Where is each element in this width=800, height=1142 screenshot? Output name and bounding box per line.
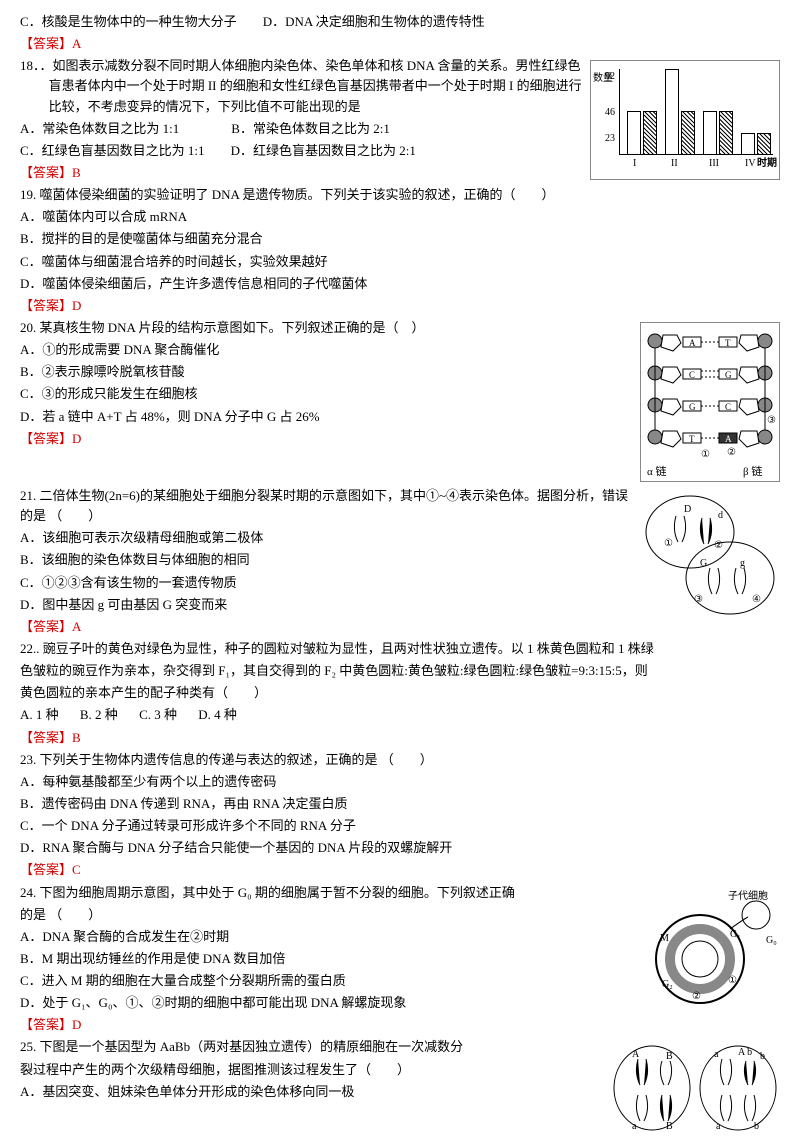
- opt-b: B．搅拌的目的是使噬菌体与细菌充分混合: [20, 229, 780, 249]
- svg-text:②: ②: [714, 540, 723, 551]
- opt-a: A．常染色体数目之比为 1:1: [20, 121, 179, 136]
- svg-text:B: B: [666, 1051, 673, 1062]
- answer-22: 【答案】B: [20, 728, 780, 748]
- opt-c: C. 3 种: [139, 705, 177, 725]
- opt-c: C．核酸是生物体中的一种生物大分子: [20, 14, 237, 29]
- svg-text:C: C: [725, 402, 731, 412]
- q20-dna-figure: A T C G G C T A ① ② ③ α 链 β 链: [640, 322, 780, 482]
- opt-d: D．RNA 聚合酶与 DNA 分子结合只能使一个基因的 DNA 片段的双螺旋解开: [20, 838, 780, 858]
- y-axis: [619, 69, 620, 155]
- svg-text:g: g: [740, 558, 745, 569]
- opt-b: B．常染色体数目之比为 2:1: [231, 121, 390, 136]
- answer-24: 【答案】D: [20, 1015, 780, 1035]
- q24-cycle-figure: 子代细胞 G₁ G₀ M ② ① G₂: [630, 887, 780, 1017]
- svg-text:C: C: [689, 370, 695, 380]
- xcat: II: [671, 156, 678, 172]
- bar: [741, 133, 755, 155]
- bar: [643, 111, 657, 155]
- ytick-46: 46: [605, 105, 615, 121]
- bar: [757, 133, 771, 155]
- opt-b: B. 2 种: [80, 705, 118, 725]
- q22-stem: 黄色圆粒的亲本产生的配子种类有（ ）: [20, 683, 780, 703]
- svg-text:D: D: [684, 504, 691, 515]
- svg-text:①: ①: [664, 538, 673, 549]
- q22-stem: 22.. 豌豆子叶的黄色对绿色为显性，种子的圆粒对皱粒为显性，且两对性状独立遗传…: [20, 639, 780, 659]
- answer-23: 【答案】C: [20, 860, 780, 880]
- q22-stem: 色皱粒的豌豆作为亲本，杂交得到 F₁，其自交得到的 F₂ 中黄色圆粒:黄色皱粒:…: [20, 661, 780, 681]
- svg-text:a: a: [716, 1121, 721, 1132]
- svg-text:①: ①: [728, 975, 737, 986]
- svg-text:G₂: G₂: [662, 979, 673, 990]
- ytick-92: 92: [605, 69, 615, 85]
- answer-19: 【答案】D: [20, 296, 780, 316]
- q21-cell-figure: Dd ① ② Gg ③ ④: [640, 490, 780, 620]
- bar: [703, 111, 717, 155]
- svg-text:子代细胞: 子代细胞: [728, 889, 768, 902]
- svg-text:②: ②: [692, 991, 701, 1002]
- xcat: I: [633, 156, 636, 172]
- alpha-label: α 链: [647, 464, 667, 478]
- svg-text:a: a: [714, 1049, 719, 1060]
- svg-text:A: A: [725, 434, 732, 444]
- svg-text:b: b: [754, 1121, 759, 1132]
- opt-d: D．DNA 决定细胞和生物体的遗传特性: [263, 14, 485, 29]
- svg-text:d: d: [718, 510, 723, 521]
- svg-text:A: A: [632, 1049, 640, 1060]
- svg-text:G: G: [689, 402, 696, 412]
- svg-text:G: G: [725, 370, 732, 380]
- bar: [681, 111, 695, 155]
- svg-text:G₀: G₀: [766, 935, 777, 946]
- svg-text:①: ①: [701, 449, 710, 460]
- svg-text:④: ④: [752, 594, 761, 605]
- svg-text:a: a: [632, 1121, 637, 1132]
- svg-text:A: A: [689, 338, 696, 348]
- beta-label: β 链: [743, 464, 762, 478]
- svg-text:B: B: [666, 1121, 673, 1132]
- bar: [719, 111, 733, 155]
- svg-text:③: ③: [694, 594, 703, 605]
- q19-stem: 19. 噬菌体侵染细菌的实验证明了 DNA 是遗传物质。下列关于该实验的叙述，正…: [20, 185, 780, 205]
- opt-c: C．一个 DNA 分子通过转录可形成许多个不同的 RNA 分子: [20, 816, 780, 836]
- svg-text:b: b: [760, 1051, 765, 1062]
- opt-c: C．红绿色盲基因数目之比为 1:1: [20, 143, 205, 158]
- ytick-23: 23: [605, 131, 615, 147]
- svg-text:M: M: [660, 933, 669, 944]
- bar: [665, 69, 679, 155]
- svg-text:G: G: [700, 558, 707, 569]
- xlabel: 时期: [757, 156, 777, 172]
- opt-b: B．遗传密码由 DNA 传递到 RNA，再由 RNA 决定蛋白质: [20, 794, 780, 814]
- opt-a: A．每种氨基酸都至少有两个以上的遗传密码: [20, 772, 780, 792]
- opt-d: D．红绿色盲基因数目之比为 2:1: [231, 143, 416, 158]
- answer-17: 【答案】A: [20, 34, 780, 54]
- svg-text:T: T: [725, 338, 731, 348]
- q18-chart: 数量 92 46 23 I II III IV 时期: [590, 60, 780, 180]
- q25-sperm-figure: A B a B a A b b a b: [610, 1041, 780, 1136]
- svg-text:A b: A b: [738, 1047, 752, 1058]
- opt-d: D．噬菌体侵染细菌后，产生许多遗传信息相同的子代噬菌体: [20, 274, 780, 294]
- xcat: IV: [745, 156, 756, 172]
- opt-d: D. 4 种: [198, 705, 237, 725]
- opt-a: A．噬菌体内可以合成 mRNA: [20, 207, 780, 227]
- svg-text:G₁: G₁: [730, 929, 741, 940]
- svg-text:③: ③: [767, 415, 776, 426]
- q23-stem: 23. 下列关于生物体内遗传信息的传递与表达的叙述，正确的是 （ ）: [20, 750, 780, 770]
- xcat: III: [709, 156, 719, 172]
- svg-text:T: T: [689, 434, 695, 444]
- svg-text:②: ②: [727, 447, 736, 458]
- opt-a: A. 1 种: [20, 705, 59, 725]
- opt-c: C．噬菌体与细菌混合培养的时间越长，实验效果越好: [20, 252, 780, 272]
- bar: [627, 111, 641, 155]
